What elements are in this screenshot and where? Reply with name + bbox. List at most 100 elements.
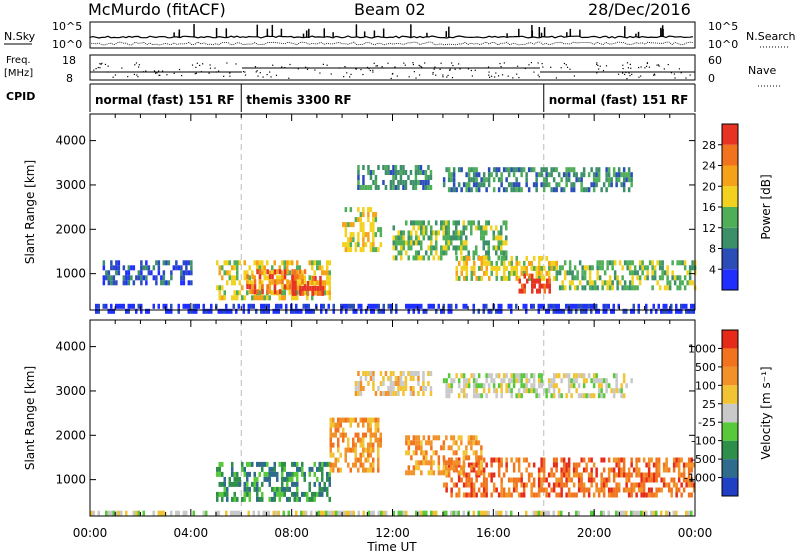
data-cell	[597, 393, 601, 399]
data-cell	[606, 280, 609, 286]
data-cell	[588, 270, 592, 276]
data-cell	[452, 235, 455, 241]
data-cell	[167, 280, 171, 286]
data-cell	[552, 187, 556, 193]
data-cell	[665, 482, 668, 488]
data-cell	[155, 275, 158, 281]
data-cell	[332, 308, 335, 314]
data-cell	[477, 182, 481, 188]
nave-dot	[451, 76, 454, 79]
data-cell	[246, 274, 249, 280]
data-cell	[628, 285, 632, 291]
data-cell	[223, 491, 226, 497]
data-cell	[337, 510, 340, 516]
data-cell	[425, 230, 428, 236]
data-cell	[582, 373, 586, 379]
data-cell	[687, 492, 691, 498]
data-cell	[310, 308, 313, 314]
data-cell	[608, 260, 612, 266]
data-cell	[304, 285, 307, 291]
data-cell	[452, 510, 455, 516]
colorbar-segment	[722, 269, 738, 290]
data-cell	[535, 187, 538, 193]
data-cell	[467, 477, 471, 483]
data-cell	[591, 285, 594, 291]
data-cell	[671, 260, 674, 266]
data-cell	[354, 447, 357, 453]
data-cell	[505, 492, 508, 498]
data-cell	[328, 275, 331, 281]
data-cell	[585, 462, 588, 468]
data-cell	[291, 290, 295, 296]
data-cell	[650, 492, 653, 498]
data-cell	[606, 260, 609, 266]
data-cell	[420, 440, 423, 446]
data-cell	[518, 260, 521, 266]
data-cell	[220, 308, 223, 314]
data-cell	[357, 510, 360, 516]
data-cell	[470, 265, 473, 271]
data-cell	[328, 290, 331, 296]
nave-dot	[605, 65, 608, 67]
data-cell	[374, 185, 378, 190]
data-cell	[339, 467, 342, 473]
data-cell	[288, 290, 291, 296]
data-cell	[455, 220, 458, 226]
data-cell	[582, 482, 586, 488]
data-cell	[447, 167, 451, 173]
data-cell	[447, 373, 451, 379]
data-cell	[602, 182, 606, 188]
data-cell	[323, 290, 326, 296]
nave-dot	[161, 70, 164, 72]
data-cell	[332, 510, 335, 516]
data-cell	[107, 275, 111, 281]
data-cell	[512, 482, 516, 488]
data-cell	[344, 457, 347, 463]
data-cell	[656, 280, 659, 286]
data-cell	[115, 510, 118, 516]
data-cell	[115, 280, 118, 286]
data-cell	[323, 285, 326, 291]
data-cell	[550, 187, 553, 193]
data-cell	[419, 170, 423, 175]
data-cell	[288, 471, 291, 477]
data-cell	[525, 457, 528, 463]
nave-dot	[155, 72, 157, 74]
data-cell	[407, 465, 411, 471]
data-cell	[485, 510, 488, 516]
data-cell	[377, 386, 380, 391]
data-cell	[543, 265, 546, 271]
data-cell	[430, 440, 433, 446]
data-cell	[550, 383, 553, 389]
data-cell	[395, 255, 398, 261]
data-cell	[117, 510, 120, 516]
data-cell	[577, 383, 581, 389]
data-cell	[291, 491, 294, 497]
data-cell	[485, 250, 488, 256]
data-cell	[463, 255, 466, 261]
data-cell	[543, 283, 546, 289]
colorbar-segment	[722, 207, 738, 228]
data-cell	[565, 472, 568, 478]
data-cell	[367, 447, 370, 453]
data-cell	[281, 471, 284, 477]
nave-dot	[229, 75, 231, 77]
data-cell	[352, 232, 355, 238]
data-cell	[467, 383, 471, 389]
data-cell	[272, 308, 275, 314]
data-cell	[677, 487, 681, 493]
data-cell	[115, 303, 118, 309]
data-cell	[261, 481, 264, 487]
data-cell	[517, 182, 521, 188]
data-cell	[221, 265, 224, 271]
data-cell	[457, 235, 460, 241]
data-cell	[221, 275, 224, 281]
data-cell	[372, 217, 375, 223]
data-cell	[500, 477, 503, 483]
data-cell	[500, 308, 503, 314]
data-cell	[266, 295, 269, 301]
data-cell	[475, 393, 478, 399]
data-cell	[577, 482, 581, 488]
data-cell	[349, 207, 353, 213]
data-cell	[538, 260, 541, 266]
